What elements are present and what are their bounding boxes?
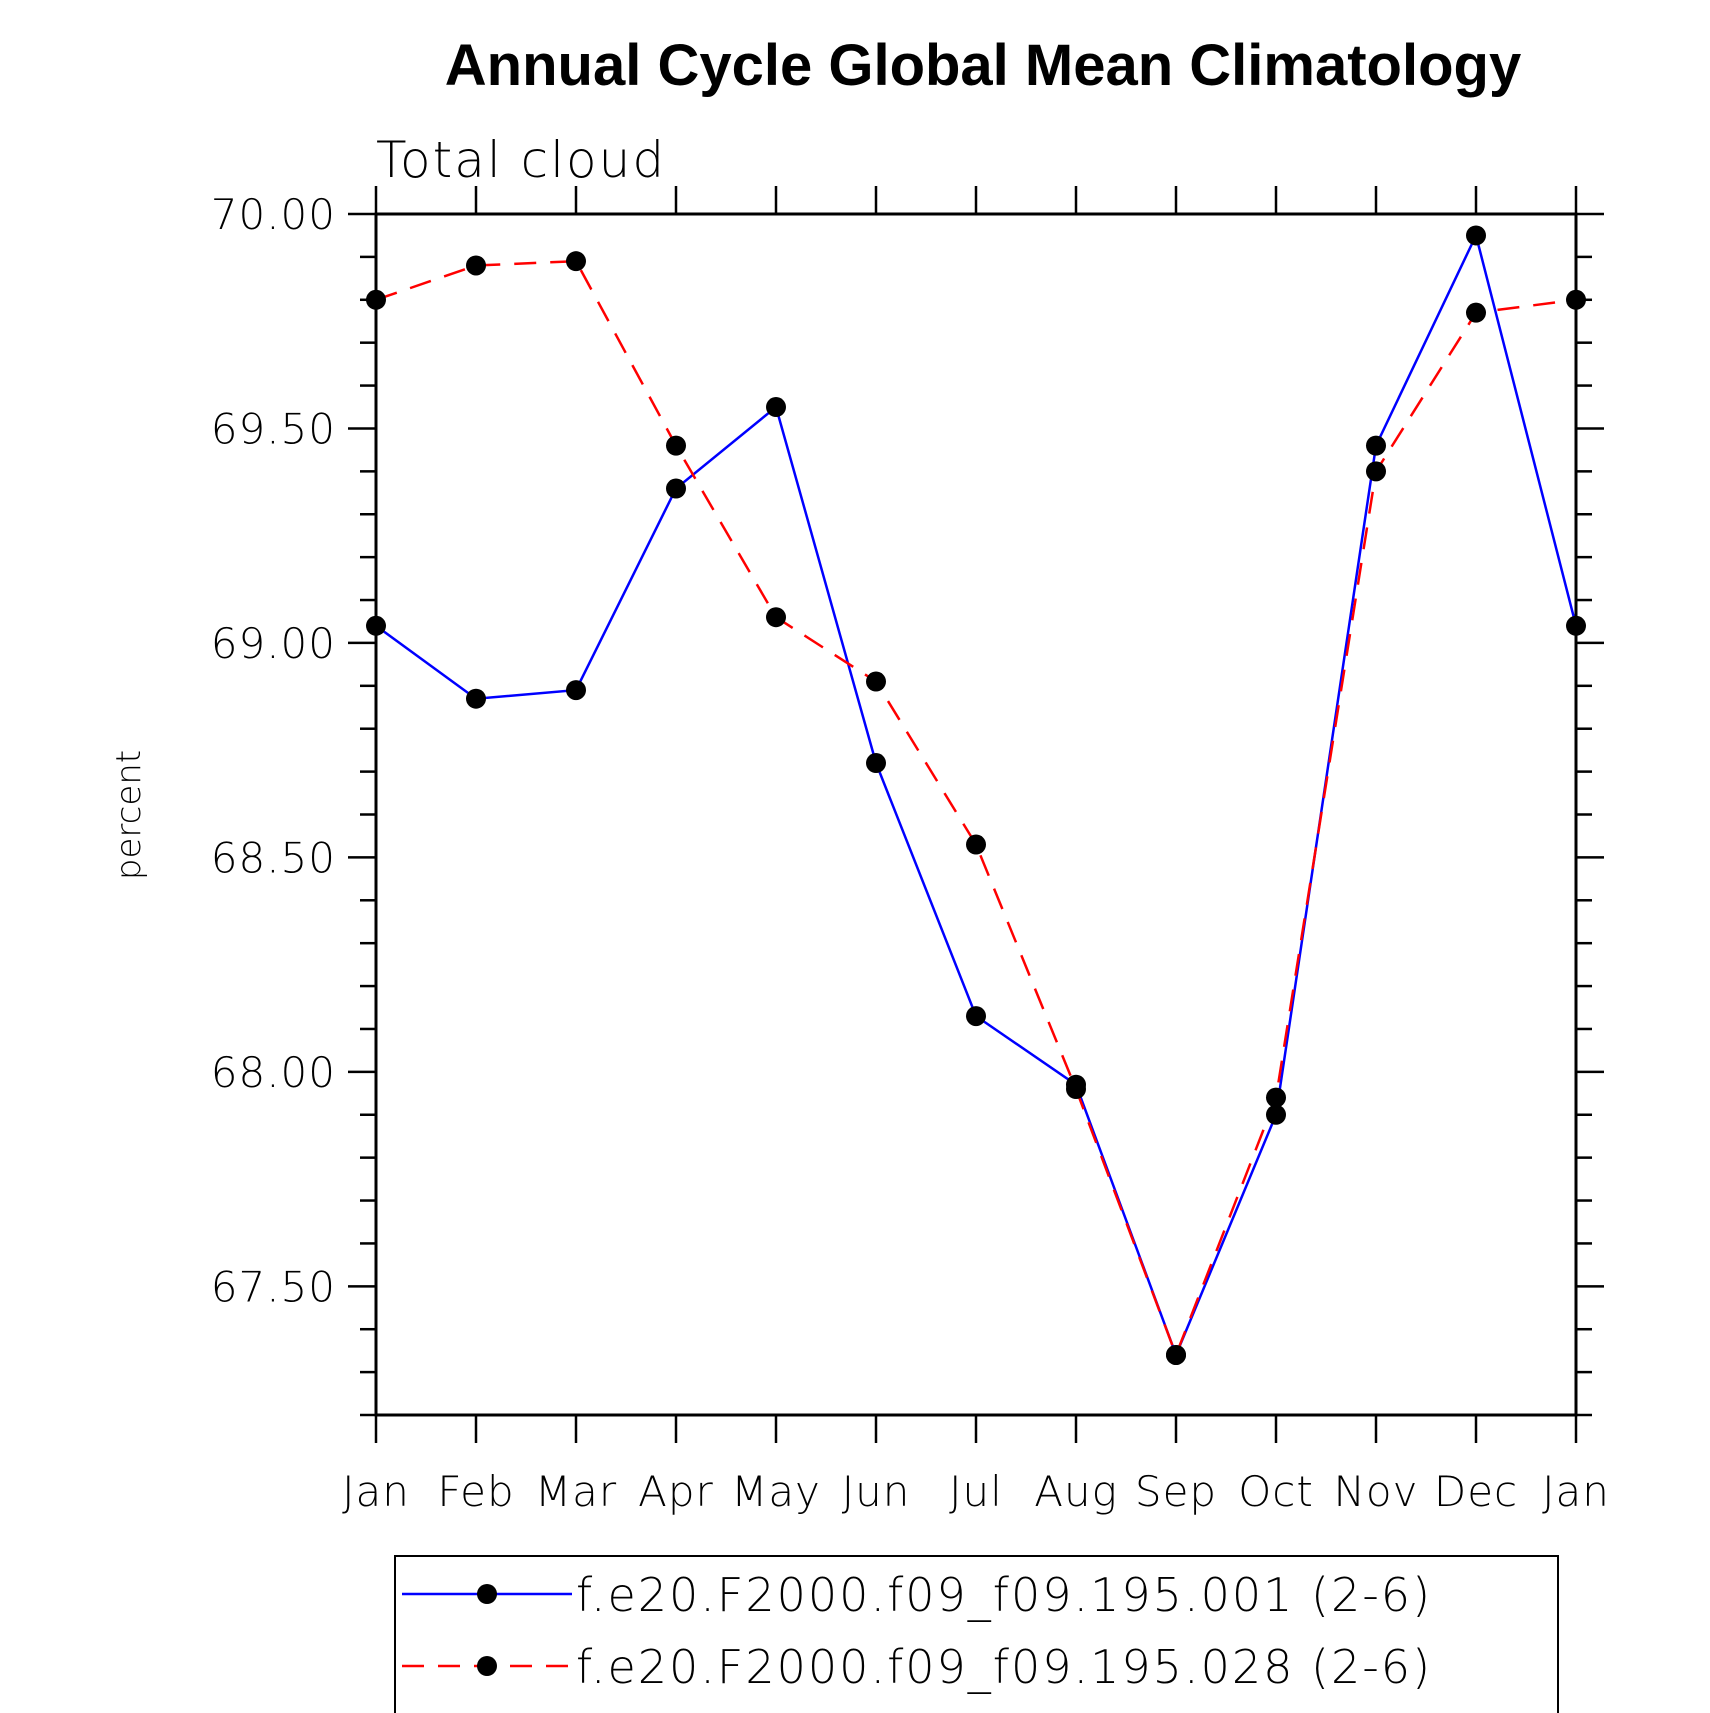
data-point-series-1 [1466,225,1486,246]
x-tick-label: Jan [342,1467,410,1516]
x-tick-label: Feb [437,1467,514,1516]
series-line-2 [375,259,1577,1359]
chart-title: Annual Cycle Global Mean Climatology [445,33,1521,98]
data-point-series-2 [1066,1079,1086,1100]
legend-label-2: f.e20.F2000.f09_f09.195.028 (2-6) [576,1640,1432,1694]
data-point-series-1 [966,1006,986,1027]
data-point-series-2 [766,607,786,628]
axis-ticks [348,186,1604,1443]
x-tick-label: Nov [1334,1467,1419,1516]
x-tick-label: May [731,1467,821,1516]
data-point-series-1 [366,615,386,636]
x-tick-label: Jul [949,1467,1003,1516]
x-tick-label: Sep [1135,1467,1217,1516]
data-point-series-2 [666,435,686,456]
y-tick-label: 68.00 [211,1048,336,1097]
data-point-series-1 [766,397,786,418]
x-tick-label: Oct [1238,1467,1314,1516]
x-tick-label: Aug [1034,1467,1118,1516]
plot-frame [374,212,1578,1417]
series-layer [366,225,1586,1365]
x-tick-label: Mar [535,1467,617,1516]
data-point-series-2 [1266,1087,1286,1108]
y-axis-label: percent [109,750,149,880]
data-point-series-2 [366,289,386,310]
x-tick-labels: Jan Feb Mar Apr May Jun Jul Aug Sep Oct Nov Dec Jan [342,1467,1610,1516]
chart-subtitle: Total cloud [376,131,666,189]
data-point-series-2 [566,251,586,272]
x-tick-label: Jun [842,1467,911,1516]
x-tick-label: Dec [1434,1467,1518,1516]
legend-marker-2 [477,1656,497,1676]
data-point-series-2 [1366,461,1386,482]
legend-label-1: f.e20.F2000.f09_f09.195.001 (2-6) [576,1568,1432,1622]
plot-border [374,212,1578,1417]
y-tick-labels: 67.50 68.00 68.50 69.00 69.50 70.00 [211,190,336,1311]
y-tick-label: 70.00 [211,190,336,239]
series-line-1 [375,231,1578,1359]
y-tick-label: 69.00 [211,619,336,668]
data-point-series-2 [966,834,986,855]
data-point-series-1 [666,478,686,499]
data-point-series-1 [1366,435,1386,456]
x-tick-label: Apr [638,1467,714,1516]
data-point-series-1 [1566,615,1586,636]
data-point-series-2 [1166,1344,1186,1365]
legend-marker-1 [477,1584,497,1604]
y-tick-label: 68.50 [211,833,336,882]
data-point-series-1 [866,753,886,774]
data-point-series-1 [1266,1104,1286,1125]
data-point-series-1 [466,688,486,709]
data-point-series-2 [866,671,886,692]
data-point-series-2 [1466,302,1486,323]
legend-box [394,1555,1559,1713]
data-point-series-1 [566,680,586,701]
y-tick-label: 69.50 [211,404,336,453]
data-point-series-2 [1566,289,1586,310]
y-tick-label: 67.50 [211,1262,336,1311]
data-point-series-2 [466,255,486,276]
legend: f.e20.F2000.f09_f09.195.001 (2-6) f.e20.F… [394,1555,1559,1713]
x-tick-label: Jan [1542,1467,1610,1516]
